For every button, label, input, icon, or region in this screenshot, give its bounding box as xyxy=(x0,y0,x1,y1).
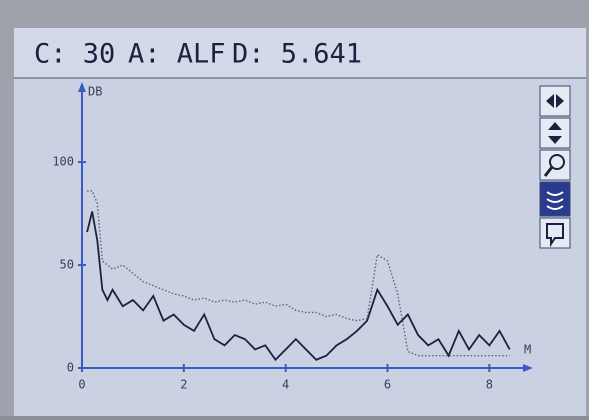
x-tick-label: 0 xyxy=(78,378,85,392)
x-tick-label: 4 xyxy=(282,378,289,392)
x-tick-label: 6 xyxy=(384,378,391,392)
trace xyxy=(86,211,511,362)
header-bar xyxy=(14,28,586,78)
x-tick-label: 8 xyxy=(486,378,493,392)
y-tick-label: 100 xyxy=(52,155,74,169)
tool-marker[interactable] xyxy=(539,217,571,249)
x-arrow xyxy=(523,364,533,372)
x-tick-label: 2 xyxy=(180,378,187,392)
display xyxy=(14,28,586,416)
distance-label: D: 5.641 xyxy=(232,39,362,70)
icon xyxy=(546,191,564,210)
icon xyxy=(543,166,554,177)
channel-label: C: 30 xyxy=(34,39,115,70)
tool-signal[interactable] xyxy=(539,181,571,217)
x-axis-label: M xyxy=(524,343,531,357)
y-arrow xyxy=(78,82,86,92)
icon xyxy=(546,223,564,248)
algorithm-label: A: ALF xyxy=(128,39,226,70)
icon xyxy=(546,94,564,108)
icon xyxy=(549,154,565,170)
y-tick-label: 50 xyxy=(60,258,74,272)
toolbar xyxy=(539,85,571,249)
icon xyxy=(548,122,562,144)
y-axis-label: DB xyxy=(88,85,102,99)
y-tick-label: 0 xyxy=(67,361,74,375)
tool-pan[interactable] xyxy=(539,85,571,117)
